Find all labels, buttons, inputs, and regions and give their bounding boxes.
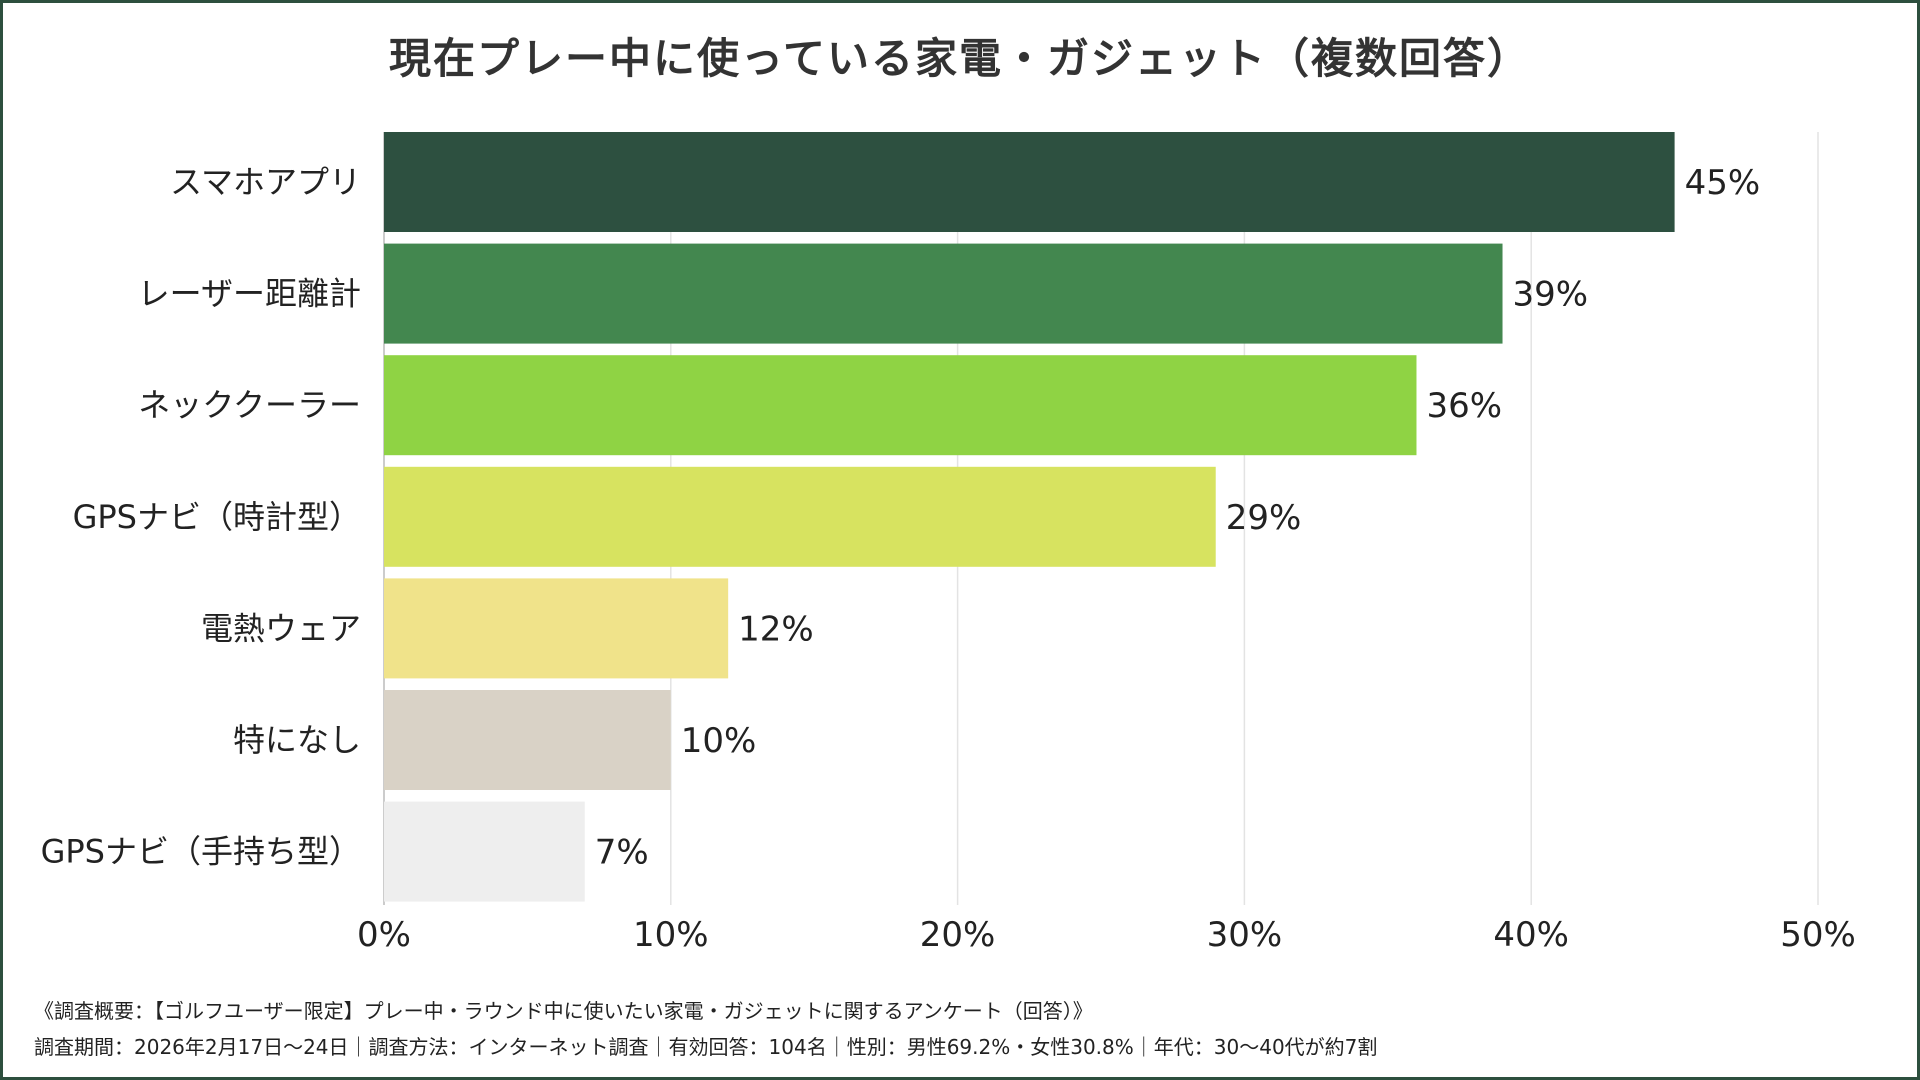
category-label: 電熱ウェア <box>201 609 361 647</box>
category-label: ネッククーラー <box>138 386 361 424</box>
data-label: 7% <box>595 833 649 873</box>
footnote-survey-overview: 《調査概要：【ゴルフユーザー限定】プレー中・ラウンド中に使いたい家電・ガジェット… <box>34 999 1093 1023</box>
data-label: 36% <box>1426 386 1502 426</box>
bar <box>384 355 1417 456</box>
bar <box>384 243 1503 344</box>
data-label: 39% <box>1513 275 1589 315</box>
x-tick-label: 10% <box>633 915 709 955</box>
category-label: GPSナビ（時計型） <box>73 498 361 536</box>
data-label: 29% <box>1226 498 1302 538</box>
category-label: レーザー距離計 <box>138 275 361 313</box>
data-label: 12% <box>738 609 814 649</box>
x-tick-label: 40% <box>1493 915 1569 955</box>
bar <box>384 690 671 790</box>
bar-chart: 0% 10% 20% 30% 40% 50% スマホアプリ 45% レーザー距離計 39% ネックク… <box>41 132 1856 955</box>
category-label: スマホアプリ <box>170 163 361 201</box>
bar <box>384 466 1216 567</box>
x-tick-label: 30% <box>1207 915 1283 955</box>
category-label: GPSナビ（手持ち型） <box>41 833 361 871</box>
x-tick-label: 0% <box>357 915 411 955</box>
bar <box>384 132 1675 232</box>
bar <box>384 801 585 902</box>
data-label: 45% <box>1685 163 1761 203</box>
chart-title: 現在プレー中に使っている家電・ガジェット（複数回答） <box>389 34 1531 83</box>
data-label: 10% <box>681 721 757 761</box>
category-label: 特になし <box>233 721 361 759</box>
chart-frame: 現在プレー中に使っている家電・ガジェット（複数回答） 0% 10% 20% 30% 40… <box>3 3 1917 1077</box>
x-tick-label: 50% <box>1780 915 1856 955</box>
bar <box>384 578 729 679</box>
x-tick-label: 20% <box>920 915 996 955</box>
footnote-survey-details: 調査期間：2026年2月17日〜24日｜調査方法：インターネット調査｜有効回答：… <box>34 1035 1378 1059</box>
